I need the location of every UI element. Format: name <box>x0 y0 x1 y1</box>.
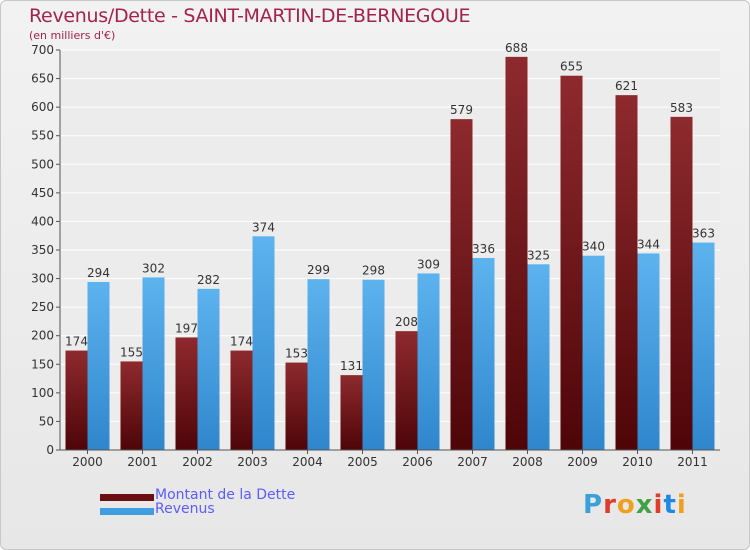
logo-letter: P <box>583 490 604 520</box>
bar-dette <box>670 116 693 450</box>
bar-revenus <box>362 279 385 450</box>
bar-dette <box>560 75 583 450</box>
data-label-revenus: 309 <box>417 257 440 271</box>
bar-revenus <box>692 242 715 450</box>
x-tick-label: 2002 <box>182 455 213 469</box>
logo-letter: x <box>635 490 654 520</box>
bar-dette <box>450 119 473 451</box>
data-label-dette: 621 <box>615 79 638 93</box>
x-tick-label: 2003 <box>237 455 268 469</box>
bar-revenus <box>527 264 550 450</box>
x-tick-label: 2001 <box>127 455 158 469</box>
data-label-revenus: 363 <box>692 227 715 241</box>
data-label-dette: 174 <box>230 335 253 349</box>
y-tick-label: 550 <box>31 129 54 143</box>
data-label-revenus: 325 <box>527 248 550 262</box>
logo-letter: i <box>653 490 664 520</box>
data-label-revenus: 340 <box>582 240 605 254</box>
y-tick-label: 200 <box>31 329 54 343</box>
data-label-dette: 174 <box>65 335 88 349</box>
data-label-revenus: 344 <box>637 237 660 251</box>
bar-revenus <box>252 236 275 450</box>
bar-revenus <box>637 253 660 450</box>
data-label-revenus: 302 <box>142 261 165 275</box>
y-tick-label: 700 <box>31 43 54 57</box>
y-tick-label: 450 <box>31 186 54 200</box>
bar-revenus <box>417 273 440 450</box>
data-label-dette: 688 <box>505 41 528 55</box>
bar-dette <box>230 350 253 450</box>
x-tick-label: 2008 <box>512 455 543 469</box>
bar-revenus <box>582 255 605 450</box>
bar-revenus <box>197 288 220 450</box>
y-tick-label: 400 <box>31 214 54 228</box>
logo-letter: o <box>616 490 636 520</box>
y-tick-label: 350 <box>31 243 54 257</box>
y-tick-label: 0 <box>46 443 54 457</box>
y-tick-label: 500 <box>31 157 54 171</box>
x-tick-label: 2000 <box>72 455 103 469</box>
bar-dette <box>175 337 198 450</box>
proxiti-logo: Proxiti <box>583 490 687 520</box>
y-tick-label: 650 <box>31 72 54 86</box>
bar-dette <box>65 350 88 450</box>
bar-revenus <box>307 279 330 450</box>
x-tick-label: 2009 <box>567 455 598 469</box>
bar-dette <box>120 361 143 450</box>
legend-swatch-revenus <box>100 508 154 515</box>
data-label-dette: 583 <box>670 101 693 115</box>
y-tick-label: 600 <box>31 100 54 114</box>
y-tick-label: 100 <box>31 386 54 400</box>
axes: 0 50 100 150 200 250 300 350 400 450 500 550 600 650 7… <box>31 43 720 469</box>
bar-dette <box>340 375 363 450</box>
data-label-dette: 197 <box>175 321 198 335</box>
bar-revenus <box>472 258 495 450</box>
data-label-dette: 579 <box>450 103 473 117</box>
x-tick-label: 2010 <box>622 455 653 469</box>
chart-subtitle: (en milliers d'€) <box>29 29 116 42</box>
data-labels: 174 294 155 302 197 282 174 374 153 299 131 298 208 3… <box>65 41 715 373</box>
bar-dette <box>395 331 418 450</box>
data-label-dette: 208 <box>395 315 418 329</box>
x-tick-label: 2004 <box>292 455 323 469</box>
data-label-revenus: 298 <box>362 264 385 278</box>
bar-dette <box>505 56 528 450</box>
legend-label-revenus: Revenus <box>155 501 215 517</box>
y-tick-label: 50 <box>39 414 54 428</box>
legend-label-dette: Montant de la Dette <box>155 487 296 503</box>
data-label-dette: 655 <box>560 60 583 74</box>
x-tick-label: 2005 <box>347 455 378 469</box>
bar-revenus <box>87 282 110 450</box>
bars <box>65 56 715 451</box>
data-label-revenus: 294 <box>87 266 110 280</box>
x-tick-label: 2007 <box>457 455 488 469</box>
logo-letter: r <box>603 490 617 520</box>
data-label-revenus: 299 <box>307 263 330 277</box>
data-label-dette: 155 <box>120 345 143 359</box>
logo-letter: t <box>663 490 677 520</box>
data-label-revenus: 282 <box>197 273 220 287</box>
y-tick-label: 250 <box>31 300 54 314</box>
y-tick-label: 150 <box>31 357 54 371</box>
y-tick-label: 300 <box>31 272 54 286</box>
chart-title: Revenus/Dette - SAINT-MARTIN-DE-BERNEGOU… <box>29 5 471 27</box>
grid <box>60 49 720 451</box>
x-tick-label: 2011 <box>677 455 708 469</box>
bar-dette <box>615 95 638 451</box>
bar-dette <box>285 362 308 450</box>
data-label-dette: 131 <box>340 359 363 373</box>
data-label-revenus: 336 <box>472 242 495 256</box>
data-label-revenus: 374 <box>252 220 275 234</box>
legend-swatch-dette <box>100 494 154 501</box>
logo-letter: i <box>676 490 687 520</box>
x-tick-label: 2006 <box>402 455 433 469</box>
data-label-dette: 153 <box>285 347 308 361</box>
bar-revenus <box>142 277 165 450</box>
